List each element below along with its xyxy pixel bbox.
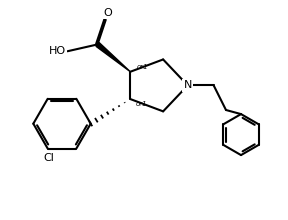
- Text: or1: or1: [136, 101, 147, 107]
- Text: O: O: [104, 8, 112, 18]
- Text: HO: HO: [49, 46, 66, 56]
- Text: or1: or1: [137, 64, 149, 70]
- Text: Cl: Cl: [43, 153, 54, 163]
- Text: N: N: [183, 80, 192, 90]
- Polygon shape: [96, 42, 130, 72]
